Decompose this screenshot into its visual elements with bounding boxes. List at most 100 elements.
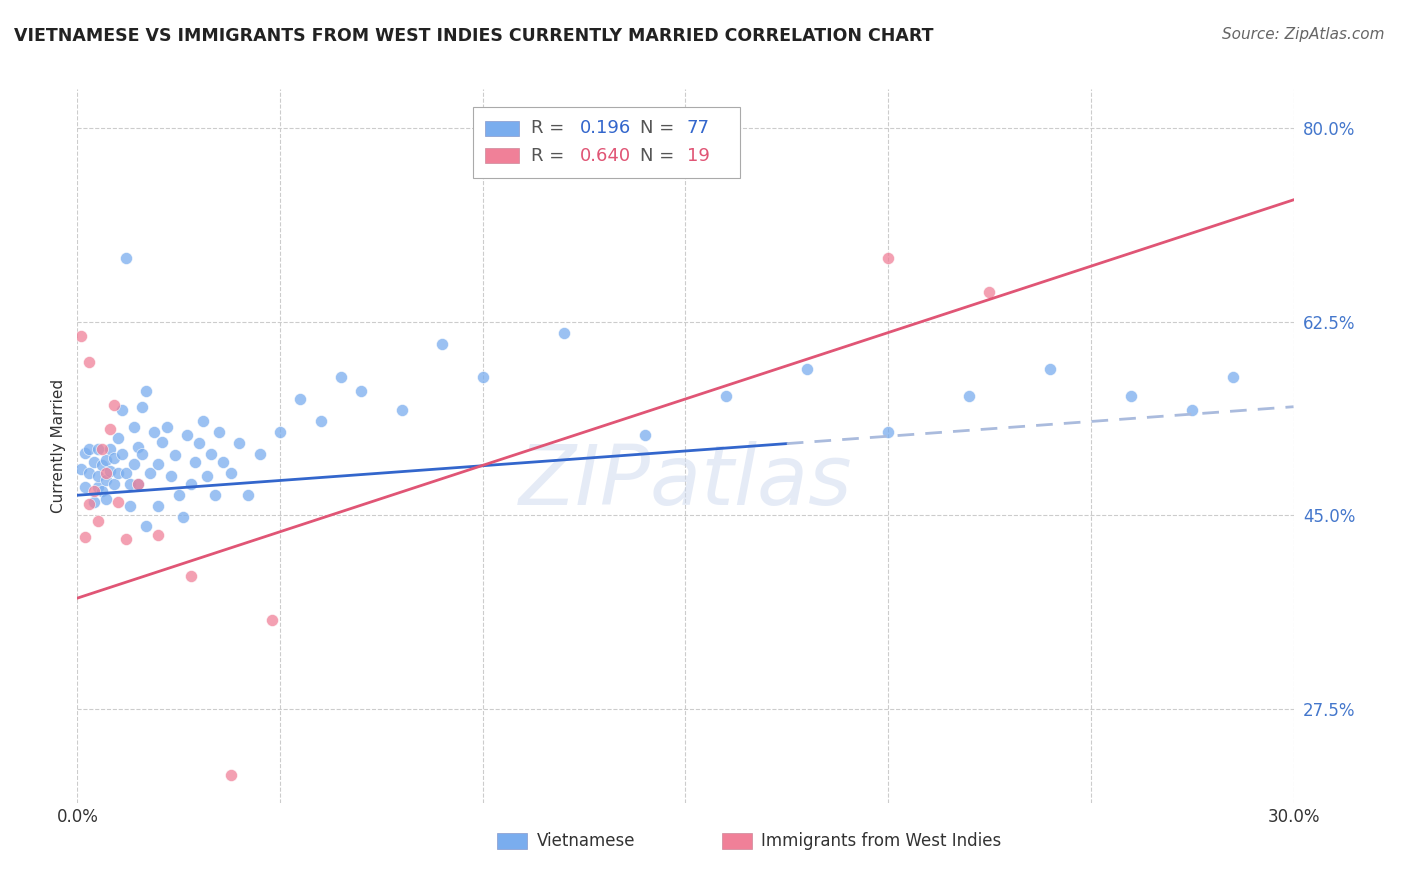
Text: R =: R = [531,120,569,137]
Point [70,461,93,475]
Point [86,469,108,483]
Point [83,455,105,469]
Point [111,403,134,417]
Point [208,425,231,439]
Point [79,355,101,369]
Point [163,449,186,463]
Point [111,447,134,461]
Point [877,252,900,266]
Point [1181,403,1204,417]
Point [471,369,494,384]
Point [180,477,202,491]
Point [90,458,112,473]
Point [155,419,177,434]
Point [148,500,170,514]
Point [1222,369,1244,384]
Point [159,469,181,483]
Point [221,768,243,782]
Point [118,500,141,514]
Point [107,495,129,509]
Point [957,389,980,403]
Point [350,384,373,399]
Point [143,425,166,439]
Point [200,447,222,461]
Point [131,447,153,461]
Point [70,329,93,343]
Point [131,400,153,414]
Point [103,397,125,411]
Point [195,469,218,483]
Text: VIETNAMESE VS IMMIGRANTS FROM WEST INDIES CURRENTLY MARRIED CORRELATION CHART: VIETNAMESE VS IMMIGRANTS FROM WEST INDIE… [14,27,934,45]
Text: 19: 19 [686,146,710,164]
Text: ZIPatlas: ZIPatlas [519,442,852,522]
Point [127,440,149,454]
Point [79,442,101,456]
Point [212,455,235,469]
FancyBboxPatch shape [485,148,519,163]
Point [122,457,145,471]
Point [94,453,117,467]
Point [269,425,291,439]
Point [98,464,121,478]
Point [122,419,145,434]
Point [184,455,207,469]
Point [188,436,211,450]
Text: Source: ZipAtlas.com: Source: ZipAtlas.com [1222,27,1385,42]
Point [115,252,138,266]
Point [115,466,138,480]
Point [90,483,112,498]
Point [553,326,575,340]
Point [1039,362,1062,376]
Point [191,414,214,428]
Point [83,495,105,509]
Point [83,483,105,498]
Point [148,528,170,542]
Point [98,442,121,456]
Point [107,431,129,445]
Point [430,336,453,351]
Point [135,384,157,399]
FancyBboxPatch shape [721,833,752,849]
Text: Vietnamese: Vietnamese [537,832,636,850]
Point [152,435,174,450]
Point [167,488,190,502]
Point [796,362,818,376]
Point [249,447,271,461]
FancyBboxPatch shape [485,120,519,136]
Point [94,473,117,487]
Point [127,477,149,491]
Point [148,457,170,471]
Point [391,403,413,417]
Point [309,414,332,428]
Point [204,488,226,502]
Point [228,436,250,450]
Point [79,497,101,511]
Text: R =: R = [531,146,569,164]
Point [75,481,97,495]
Point [86,442,108,456]
Point [79,466,101,480]
Point [221,466,243,480]
Point [107,466,129,480]
Text: Immigrants from West Indies: Immigrants from West Indies [761,832,1001,850]
Point [118,477,141,491]
Point [86,514,108,528]
Point [115,533,138,547]
Point [90,442,112,456]
Point [979,285,1001,299]
Point [103,450,125,465]
Text: N =: N = [640,120,681,137]
Point [75,446,97,460]
Text: N =: N = [640,146,681,164]
Point [236,488,259,502]
Text: 77: 77 [686,120,710,137]
Point [86,481,108,495]
FancyBboxPatch shape [496,833,527,849]
Point [260,613,283,627]
FancyBboxPatch shape [472,107,740,178]
Point [172,510,194,524]
Point [290,392,312,406]
Point [139,466,162,480]
Point [135,519,157,533]
Point [94,466,117,480]
